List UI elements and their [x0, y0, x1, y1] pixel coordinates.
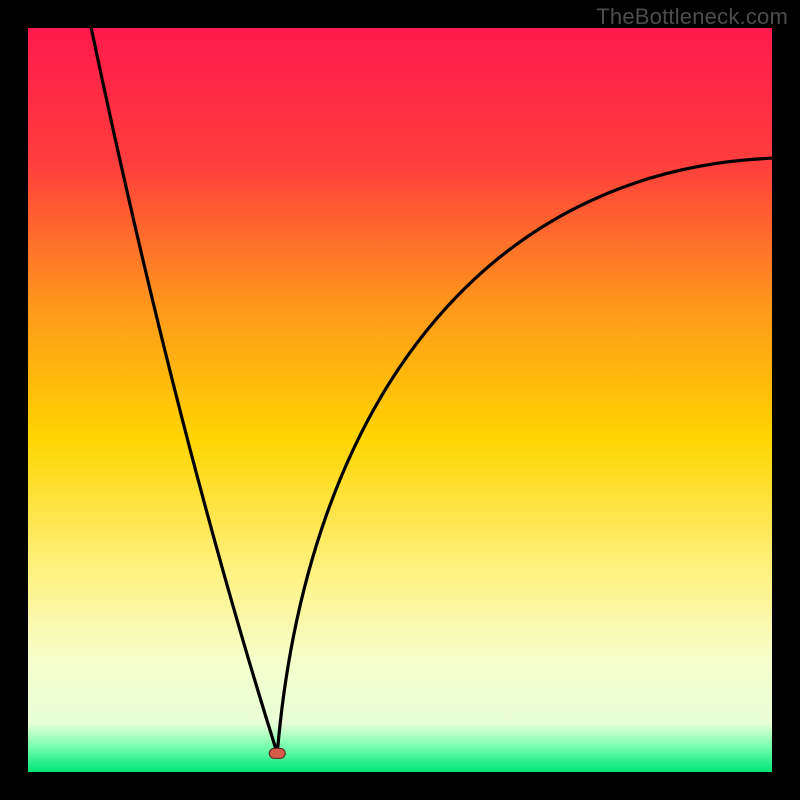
watermark-text: TheBottleneck.com — [596, 4, 788, 30]
minimum-marker — [269, 748, 285, 758]
bottleneck-chart — [0, 0, 800, 800]
chart-frame: TheBottleneck.com — [0, 0, 800, 800]
gradient-background — [28, 28, 772, 772]
